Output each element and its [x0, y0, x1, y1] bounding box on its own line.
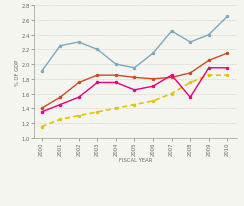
Y-axis label: % OF GDP: % OF GDP: [15, 59, 20, 85]
X-axis label: FISCAL YEAR: FISCAL YEAR: [119, 157, 152, 162]
